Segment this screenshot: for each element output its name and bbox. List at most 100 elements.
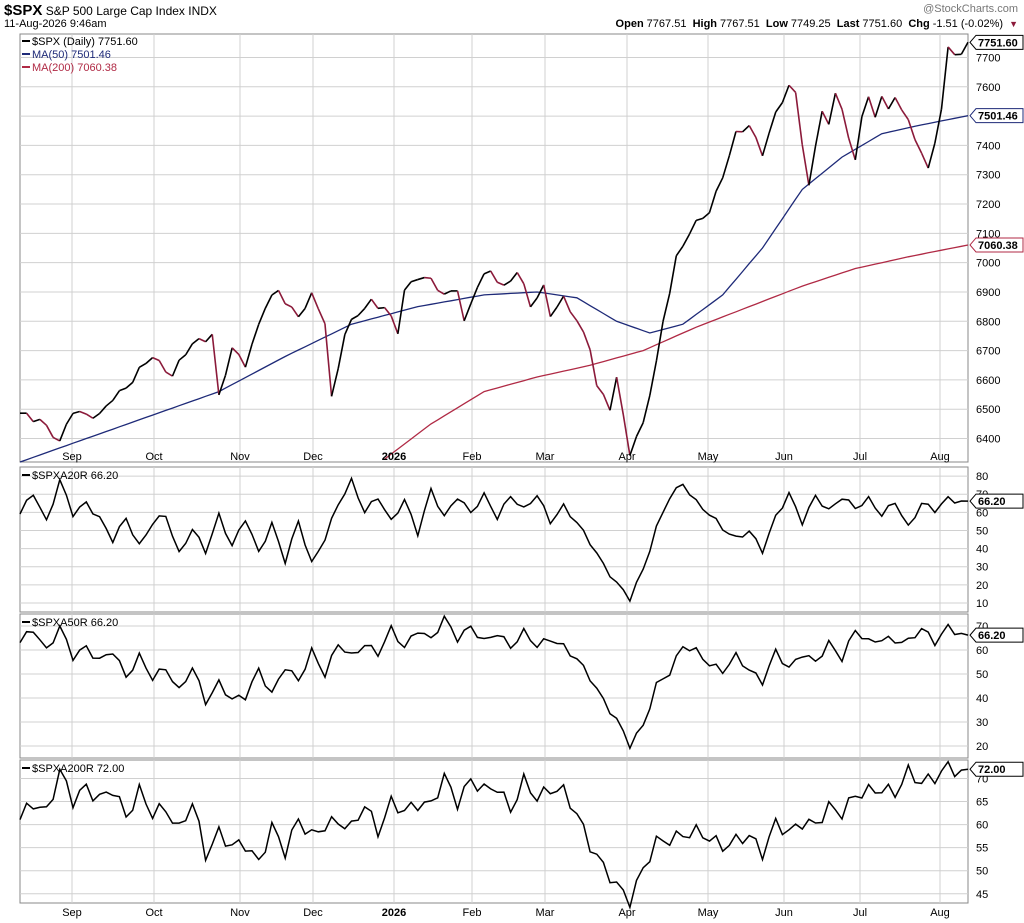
y-tick-label: 40: [976, 693, 988, 705]
price-segment: [854, 116, 863, 160]
price-segment: [808, 145, 817, 186]
price-segment: [463, 303, 472, 322]
price-segment: [828, 92, 837, 125]
quote-bar: Open 7767.51 High 7767.51 Low 7749.25 Last 7…: [616, 18, 1018, 30]
price-segment: [576, 320, 585, 333]
exchange: INDX: [188, 4, 217, 18]
price-segment: [430, 277, 439, 291]
price-segment: [390, 315, 399, 335]
high-value: 7767.51: [720, 18, 760, 30]
price-segment: [145, 357, 154, 365]
y-tick-label: 7300: [976, 170, 1000, 182]
price-segment: [205, 333, 213, 343]
price-segment: [609, 377, 618, 411]
price-segment: [755, 137, 764, 157]
price-segment: [185, 343, 194, 356]
price-segment: [483, 270, 492, 275]
price-segment: [596, 385, 605, 395]
price-segment: [357, 307, 366, 317]
indicator-legend: $SPXA200R 72.00: [32, 763, 124, 775]
month-label: Aug: [930, 907, 950, 919]
price-segment: [702, 212, 710, 219]
month-label: Sep: [62, 907, 82, 919]
y-tick-label: 20: [976, 580, 988, 592]
price-segment: [291, 306, 300, 318]
open-label: Open: [615, 18, 644, 30]
month-label: 2026: [382, 451, 406, 463]
price-segment: [410, 278, 419, 283]
price-segment: [344, 319, 353, 335]
month-label: Dec: [303, 451, 323, 463]
price-segment: [98, 405, 107, 415]
price-segment: [397, 290, 406, 334]
price-segment: [324, 323, 333, 397]
indicator-last-label: 66.20: [978, 630, 1006, 642]
price-segment: [119, 387, 127, 392]
price-segment: [218, 374, 227, 396]
price-segment: [728, 131, 737, 156]
y-tick-label: 30: [976, 717, 988, 729]
y-tick-label: 6500: [976, 404, 1000, 416]
indicator-last-label-box: [969, 493, 1024, 509]
month-label: Jul: [853, 907, 867, 919]
legend-entry: $SPX (Daily) 7751.60: [32, 36, 138, 48]
price-segment: [251, 324, 260, 345]
price-segment: [887, 97, 896, 110]
month-label: Oct: [145, 451, 162, 463]
y-tick-label: 50: [976, 669, 988, 681]
datetime: 11-Aug-2026 9:46am: [4, 18, 107, 30]
price-segment: [881, 95, 890, 110]
price-segment: [675, 245, 684, 257]
price-segment: [874, 96, 883, 118]
chart-title: $SPX S&P 500 Large Cap Index INDX: [4, 2, 217, 19]
panel-frame-3: [19, 759, 969, 904]
price-segment: [297, 307, 306, 318]
price-segment: [264, 294, 273, 309]
price-segment: [496, 281, 505, 286]
y-tick-label: 50: [976, 525, 988, 537]
price-segment: [960, 41, 969, 55]
price-segment: [39, 418, 48, 426]
price-segment: [556, 295, 565, 308]
month-label: Aug: [930, 451, 950, 463]
price-segment: [629, 436, 638, 456]
price-segment: [92, 412, 101, 419]
y-tick-label: 30: [976, 562, 988, 574]
month-label: Mar: [536, 451, 555, 463]
price-segment: [549, 306, 558, 318]
price-segment: [615, 377, 625, 415]
price-segment: [503, 280, 511, 286]
price-segment: [79, 410, 87, 415]
price-segment: [947, 46, 956, 56]
y-tick-label: 45: [976, 889, 988, 901]
price-segment: [45, 424, 54, 438]
price-segment: [476, 273, 485, 288]
price-segment: [542, 284, 552, 317]
price-segment: [781, 84, 790, 103]
ma200-value-label: 7060.38: [978, 240, 1018, 252]
price-segment: [317, 308, 326, 324]
price-segment: [437, 289, 445, 295]
price-segment: [894, 97, 903, 111]
price-segment: [304, 292, 313, 309]
last-price-label: 7751.60: [978, 37, 1018, 49]
price-segment: [370, 298, 379, 309]
price-segment: [85, 413, 94, 419]
price-segment: [443, 290, 452, 295]
price-segment: [523, 283, 532, 308]
last-value: 7751.60: [862, 18, 903, 30]
price-segment: [125, 381, 134, 389]
high-label: High: [692, 18, 718, 30]
price-segment: [768, 111, 777, 134]
y-tick-label: 65: [976, 797, 988, 809]
price-segment: [351, 314, 359, 321]
ma200-value-label-box: [969, 237, 1024, 253]
y-tick-label: 60: [976, 820, 988, 832]
y-tick-label: 7700: [976, 52, 1000, 64]
ma50-line: [19, 115, 969, 463]
chart-header: $SPX S&P 500 Large Cap Index INDX 11-Aug…: [0, 0, 1024, 34]
y-tick-label: 7400: [976, 140, 1000, 152]
price-segment: [211, 334, 220, 395]
price-segment: [748, 125, 757, 138]
month-label: 2026: [382, 907, 406, 919]
